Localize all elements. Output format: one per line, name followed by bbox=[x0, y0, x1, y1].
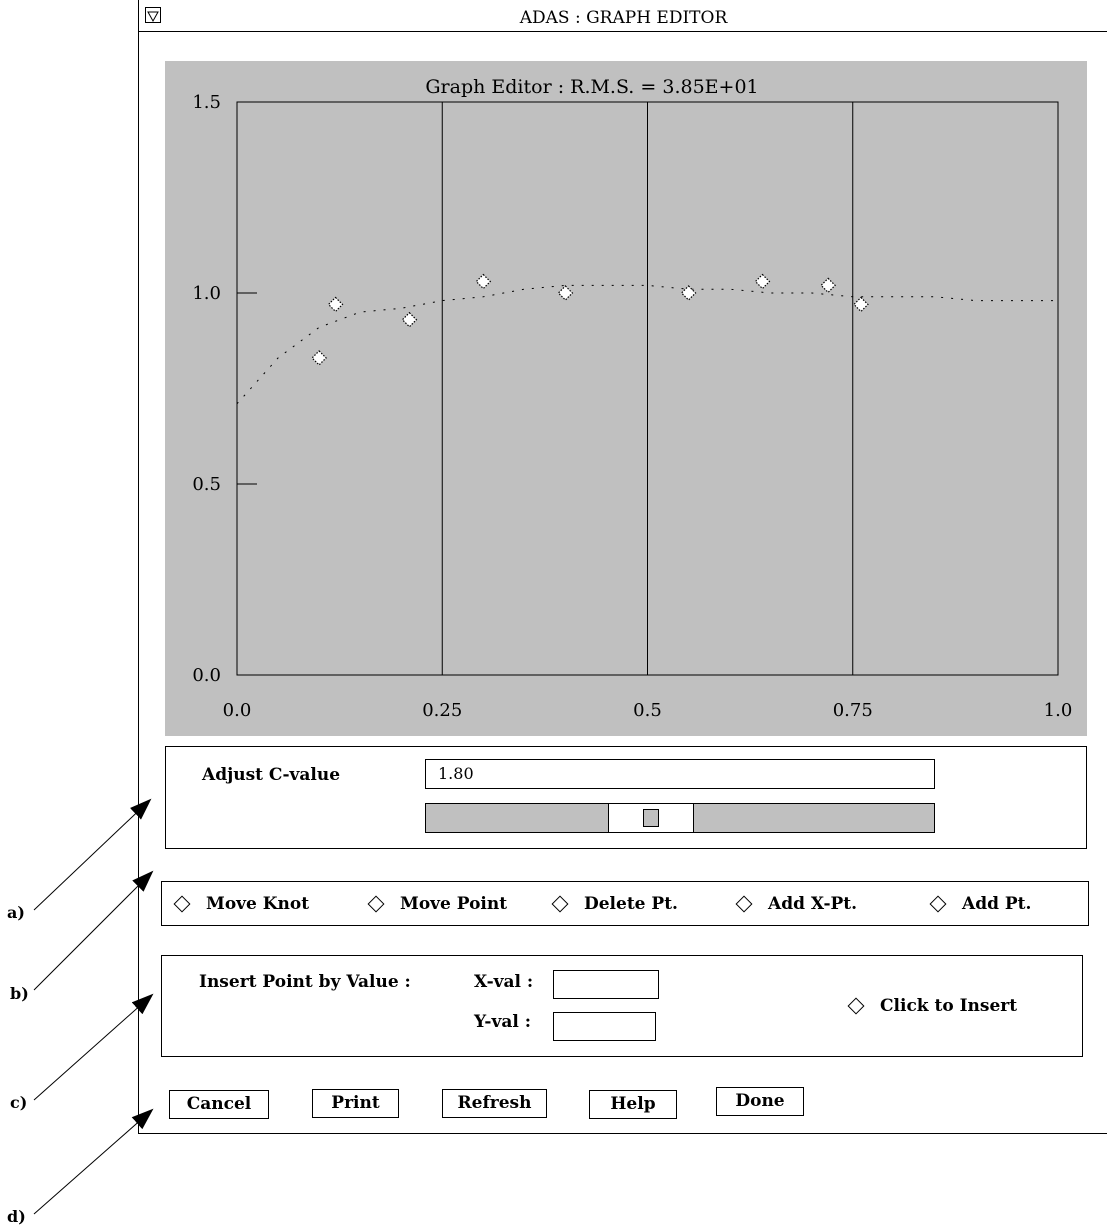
data-point bbox=[557, 285, 574, 301]
y-val-label: Y-val : bbox=[474, 1012, 532, 1032]
x-tick-label: 0.25 bbox=[422, 700, 462, 721]
x-tick-label: 0.0 bbox=[223, 700, 252, 721]
cancel-button[interactable]: Cancel bbox=[169, 1090, 269, 1119]
diamond-radio-icon bbox=[847, 997, 865, 1015]
insert-point-title: Insert Point by Value : bbox=[199, 972, 411, 992]
y-tick-label: 0.5 bbox=[192, 474, 221, 495]
title-bar: ADAS : GRAPH EDITOR bbox=[139, 0, 1107, 32]
cvalue-field[interactable]: 1.80 bbox=[425, 759, 935, 789]
arrow-c bbox=[33, 993, 154, 1101]
radio-label: Add X-Pt. bbox=[768, 894, 858, 914]
done-button[interactable]: Done bbox=[716, 1087, 804, 1116]
radio-add-x-pt[interactable]: Add X-Pt. bbox=[735, 894, 858, 914]
y-val-input[interactable] bbox=[553, 1012, 656, 1041]
window-title: ADAS : GRAPH EDITOR bbox=[519, 8, 728, 28]
cvalue-panel: Adjust C-value 1.80 bbox=[165, 746, 1087, 849]
help-button[interactable]: Help bbox=[589, 1090, 677, 1119]
slider-thumb[interactable] bbox=[608, 803, 694, 833]
annotation-c: c) bbox=[10, 1093, 28, 1112]
data-point bbox=[311, 350, 327, 366]
y-tick-label: 1.0 bbox=[192, 283, 221, 304]
insert-point-panel: Insert Point by Value : X-val : Y-val : … bbox=[161, 955, 1083, 1057]
x-tick-label: 0.75 bbox=[833, 700, 873, 721]
x-tick-label: 0.5 bbox=[633, 700, 662, 721]
radio-label: Move Knot bbox=[206, 894, 310, 914]
triangle-down-icon bbox=[147, 11, 159, 23]
radio-add-pt[interactable]: Add Pt. bbox=[929, 894, 1032, 914]
click-to-insert-label: Click to Insert bbox=[880, 996, 1018, 1016]
mode-radio-panel: Move Knot Move Point Delete Pt. Add X-Pt. Ad… bbox=[161, 881, 1089, 926]
annotation-d: d) bbox=[7, 1207, 26, 1226]
arrow-b bbox=[33, 870, 154, 991]
print-button[interactable]: Print bbox=[312, 1089, 399, 1118]
radio-label: Delete Pt. bbox=[584, 894, 678, 914]
y-tick-label: 1.5 bbox=[192, 92, 221, 113]
data-point bbox=[327, 296, 344, 313]
radio-delete-pt[interactable]: Delete Pt. bbox=[551, 894, 678, 914]
data-point bbox=[853, 296, 869, 313]
arrow-a bbox=[33, 798, 152, 911]
x-tick-label: 1.0 bbox=[1044, 700, 1073, 721]
data-point bbox=[475, 273, 492, 290]
refresh-button[interactable]: Refresh bbox=[442, 1089, 547, 1118]
x-val-input[interactable] bbox=[553, 970, 659, 999]
graph-plot[interactable]: 0.0 0.5 1.0 1.5 0.0 0.25 0.5 0.75 1.0 Graph Edito… bbox=[165, 61, 1087, 736]
fit-curve-line bbox=[236, 284, 1058, 405]
radio-move-point[interactable]: Move Point bbox=[367, 894, 508, 914]
x-val-label: X-val : bbox=[474, 972, 534, 992]
diamond-radio-icon bbox=[929, 895, 947, 913]
chart-svg[interactable]: 0.0 0.5 1.0 1.5 0.0 0.25 0.5 0.75 1.0 Graph Edito… bbox=[165, 61, 1087, 736]
chart-title: Graph Editor : R.M.S. = 3.85E+01 bbox=[425, 76, 758, 98]
graph-editor-window: ADAS : GRAPH EDITOR 0.0 0.5 1.0 1.5 0.0 0.25 0… bbox=[138, 0, 1107, 1134]
diamond-radio-icon bbox=[367, 895, 385, 913]
data-point bbox=[680, 285, 697, 301]
radio-move-knot[interactable]: Move Knot bbox=[173, 894, 310, 914]
diamond-radio-icon bbox=[735, 895, 753, 913]
y-tick-label: 0.0 bbox=[192, 665, 221, 686]
annotation-b: b) bbox=[10, 984, 29, 1003]
annotation-a: a) bbox=[7, 903, 25, 922]
data-point bbox=[754, 273, 771, 290]
arrow-d bbox=[33, 1108, 154, 1215]
cvalue-label: Adjust C-value bbox=[202, 765, 341, 785]
diamond-radio-icon bbox=[173, 895, 191, 913]
radio-label: Add Pt. bbox=[962, 894, 1032, 914]
window-menu-icon[interactable] bbox=[145, 7, 161, 23]
slider-grip[interactable] bbox=[643, 809, 659, 827]
data-point bbox=[820, 277, 836, 294]
data-point bbox=[401, 311, 418, 328]
radio-label: Move Point bbox=[400, 894, 508, 914]
diamond-radio-icon bbox=[551, 895, 569, 913]
click-to-insert-radio[interactable]: Click to Insert bbox=[847, 996, 1018, 1016]
cvalue-slider[interactable] bbox=[425, 803, 935, 833]
